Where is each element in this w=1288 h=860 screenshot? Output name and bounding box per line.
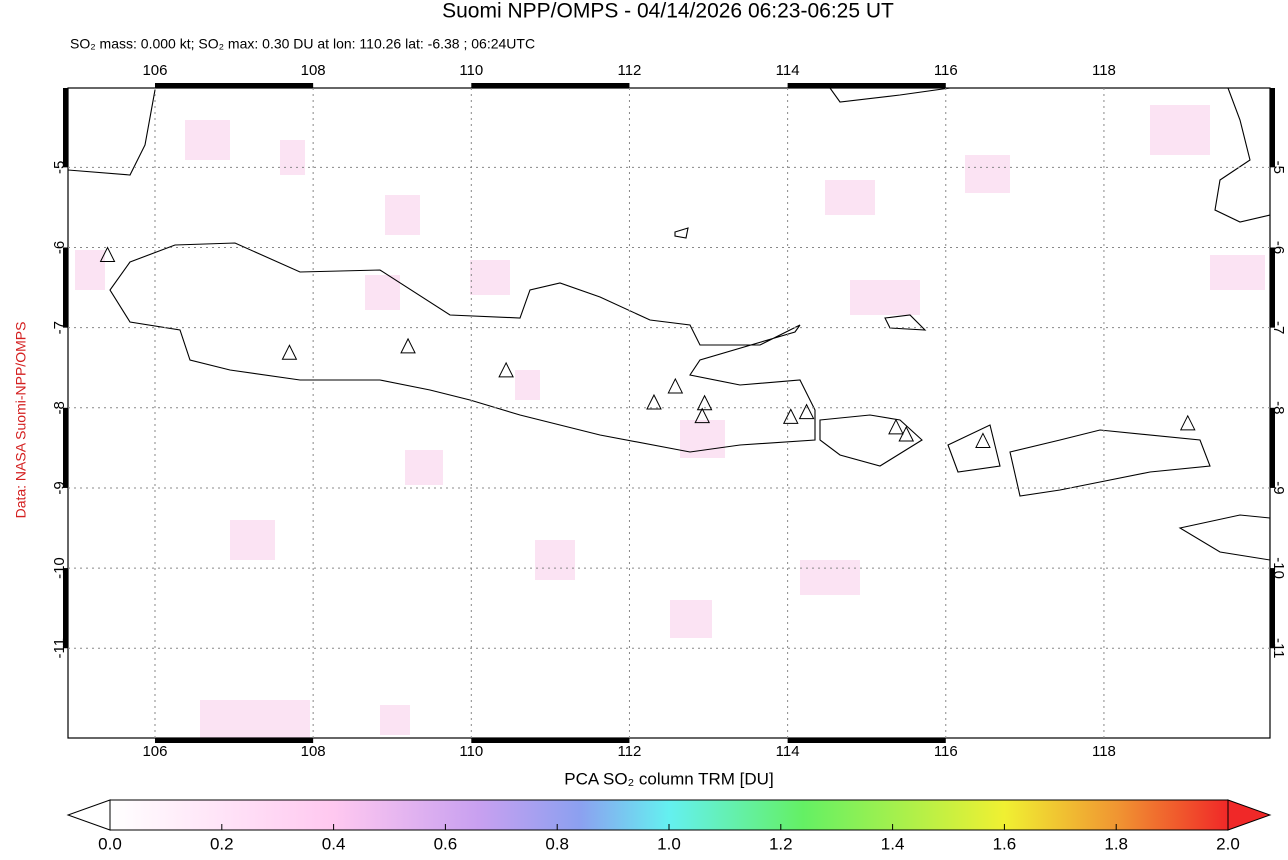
volcano: [667, 377, 684, 394]
x-tick-label: 106: [142, 743, 167, 760]
frame-bar: [63, 247, 68, 328]
frame-bar: [1270, 88, 1275, 168]
frame-bar: [63, 88, 68, 168]
frame-bar: [471, 83, 630, 88]
volcano: [975, 432, 991, 448]
x-tick-label: 108: [301, 62, 326, 79]
y-tick-label: -9: [51, 481, 68, 494]
colorbar-tick-label: 0.4: [322, 834, 346, 853]
y-tick-label: -9: [1270, 481, 1287, 494]
frame-bar: [154, 738, 314, 743]
volcano: [400, 337, 416, 354]
colorbar-tick-label: 0.0: [98, 834, 122, 853]
volcano: [888, 418, 904, 435]
x-tick-label: 114: [776, 62, 800, 79]
colorbar-tick-label: 0.6: [434, 834, 458, 853]
volcano: [798, 403, 815, 420]
y-tick-label: -11: [51, 638, 68, 659]
colorbar-tick-label: 2.0: [1216, 834, 1240, 853]
colorbar-tick-label: 1.0: [657, 834, 681, 853]
y-tick-label: -11: [1270, 638, 1287, 659]
x-tick-label: 112: [617, 743, 641, 760]
volcano: [898, 425, 915, 442]
frame-bar: [787, 738, 946, 743]
x-tick-label: 118: [1092, 743, 1116, 760]
volcano: [498, 361, 514, 378]
volcano: [646, 393, 662, 410]
coastlines: [68, 88, 1270, 561]
x-tick-label: 110: [459, 62, 483, 79]
title: Suomi NPP/OMPS - 04/14/2026 06:23-06:25 …: [442, 0, 894, 23]
colorbar-tick-label: 1.8: [1104, 834, 1128, 853]
x-tick-label: 114: [776, 743, 800, 760]
volcano: [99, 246, 116, 263]
x-tick-label: 116: [934, 743, 958, 760]
frame-bar: [1270, 247, 1275, 328]
x-tick-label: 118: [1092, 62, 1116, 79]
frame-bar: [787, 83, 946, 88]
frame-bar: [63, 407, 68, 488]
y-tick-label: -7: [51, 321, 68, 334]
frame-bar: [1270, 568, 1275, 649]
subtitle: SO₂ mass: 0.000 kt; SO₂ max: 0.30 DU at …: [70, 36, 535, 52]
colorbar-tick-label: 1.2: [769, 834, 793, 853]
frame-bar: [471, 738, 630, 743]
colorbar-tick-label: 0.8: [545, 834, 569, 853]
map-frame: [67, 87, 1271, 739]
x-tick-label: 106: [142, 62, 167, 79]
frame-bar: [63, 568, 68, 649]
volcano: [281, 344, 298, 360]
colorbar-label: PCA SO₂ column TRM [DU]: [564, 769, 773, 788]
credit: Data: NASA Suomi-NPP/OMPS: [13, 322, 29, 519]
y-tick-label: -7: [1270, 321, 1287, 334]
frame-bar: [1270, 407, 1275, 488]
x-tick-label: 112: [617, 62, 641, 79]
volcano: [694, 407, 711, 424]
colorbar-tick-label: 1.4: [881, 834, 905, 853]
volcano: [696, 394, 713, 411]
colorbar-tick-label: 0.2: [210, 834, 234, 853]
x-tick-label: 110: [459, 743, 483, 760]
frame-bar: [154, 83, 314, 88]
x-tick-label: 116: [934, 62, 958, 79]
x-tick-label: 108: [301, 743, 326, 760]
volcano: [782, 408, 799, 424]
so2-pixels: [75, 105, 1265, 738]
volcano: [1179, 414, 1196, 431]
colorbar-tick-label: 1.6: [993, 834, 1017, 853]
